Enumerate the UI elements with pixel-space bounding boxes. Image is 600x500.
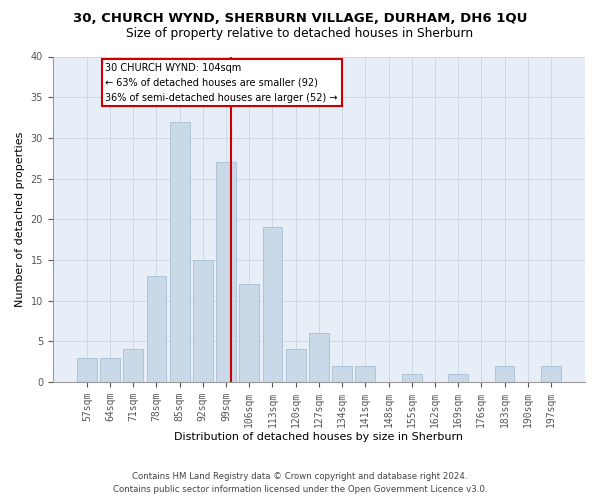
Bar: [170, 122, 190, 382]
Bar: [239, 284, 259, 382]
Bar: [286, 350, 305, 382]
Bar: [494, 366, 514, 382]
Bar: [193, 260, 213, 382]
Bar: [216, 162, 236, 382]
Text: Contains HM Land Registry data © Crown copyright and database right 2024.
Contai: Contains HM Land Registry data © Crown c…: [113, 472, 487, 494]
Text: 30, CHURCH WYND, SHERBURN VILLAGE, DURHAM, DH6 1QU: 30, CHURCH WYND, SHERBURN VILLAGE, DURHA…: [73, 12, 527, 26]
Text: Size of property relative to detached houses in Sherburn: Size of property relative to detached ho…: [127, 28, 473, 40]
Y-axis label: Number of detached properties: Number of detached properties: [15, 132, 25, 307]
Bar: [402, 374, 422, 382]
Bar: [332, 366, 352, 382]
Bar: [77, 358, 97, 382]
Bar: [263, 228, 283, 382]
Bar: [124, 350, 143, 382]
Bar: [146, 276, 166, 382]
Text: 30 CHURCH WYND: 104sqm
← 63% of detached houses are smaller (92)
36% of semi-det: 30 CHURCH WYND: 104sqm ← 63% of detached…: [106, 63, 338, 102]
X-axis label: Distribution of detached houses by size in Sherburn: Distribution of detached houses by size …: [175, 432, 463, 442]
Bar: [100, 358, 120, 382]
Bar: [309, 333, 329, 382]
Bar: [448, 374, 468, 382]
Bar: [541, 366, 561, 382]
Bar: [355, 366, 375, 382]
